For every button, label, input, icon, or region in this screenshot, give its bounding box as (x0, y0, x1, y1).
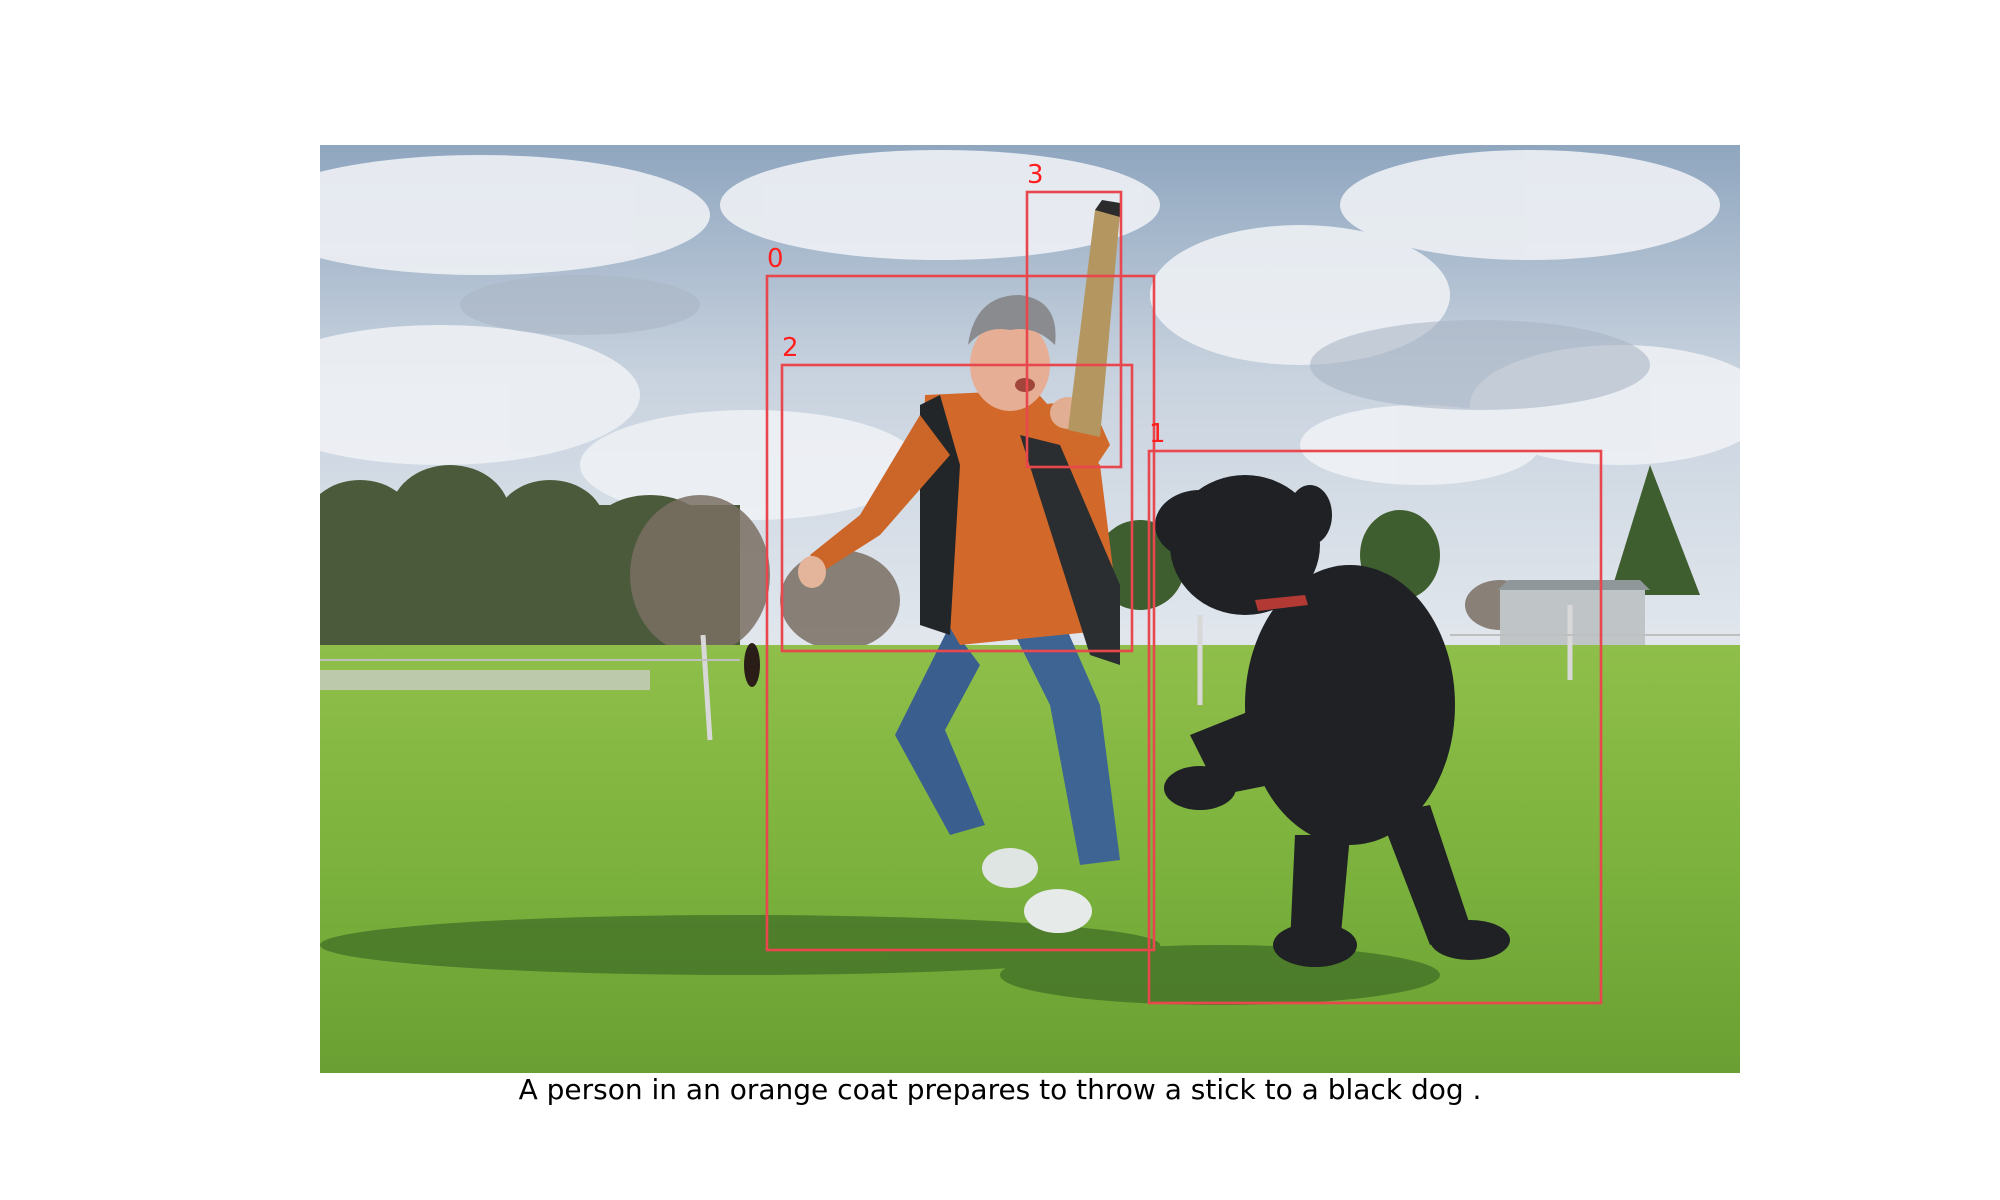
bbox-1: 1 (1147, 419, 1603, 1005)
bbox-2-outline (780, 363, 1134, 653)
stick (1068, 200, 1120, 437)
person (798, 295, 1120, 933)
bbox-1-label: 1 (1149, 419, 1166, 449)
bbox-1-outline (1147, 449, 1603, 1005)
bounding-boxes: 0 1 2 3 (765, 160, 1603, 1005)
bbox-0-label: 0 (767, 244, 784, 274)
bbox-0-outline (765, 274, 1156, 952)
photo: 0 1 2 3 (320, 145, 1740, 1073)
bbox-3-label: 3 (1027, 160, 1044, 190)
shed (1498, 580, 1650, 650)
bbox-3-outline (1025, 190, 1123, 469)
dog (1155, 475, 1510, 967)
bbox-0: 0 (765, 244, 1156, 952)
bbox-2-label: 2 (782, 333, 799, 363)
bbox-2: 2 (780, 333, 1134, 653)
caption: A person in an orange coat prepares to t… (518, 1073, 1482, 1106)
bbox-3: 3 (1025, 160, 1123, 469)
